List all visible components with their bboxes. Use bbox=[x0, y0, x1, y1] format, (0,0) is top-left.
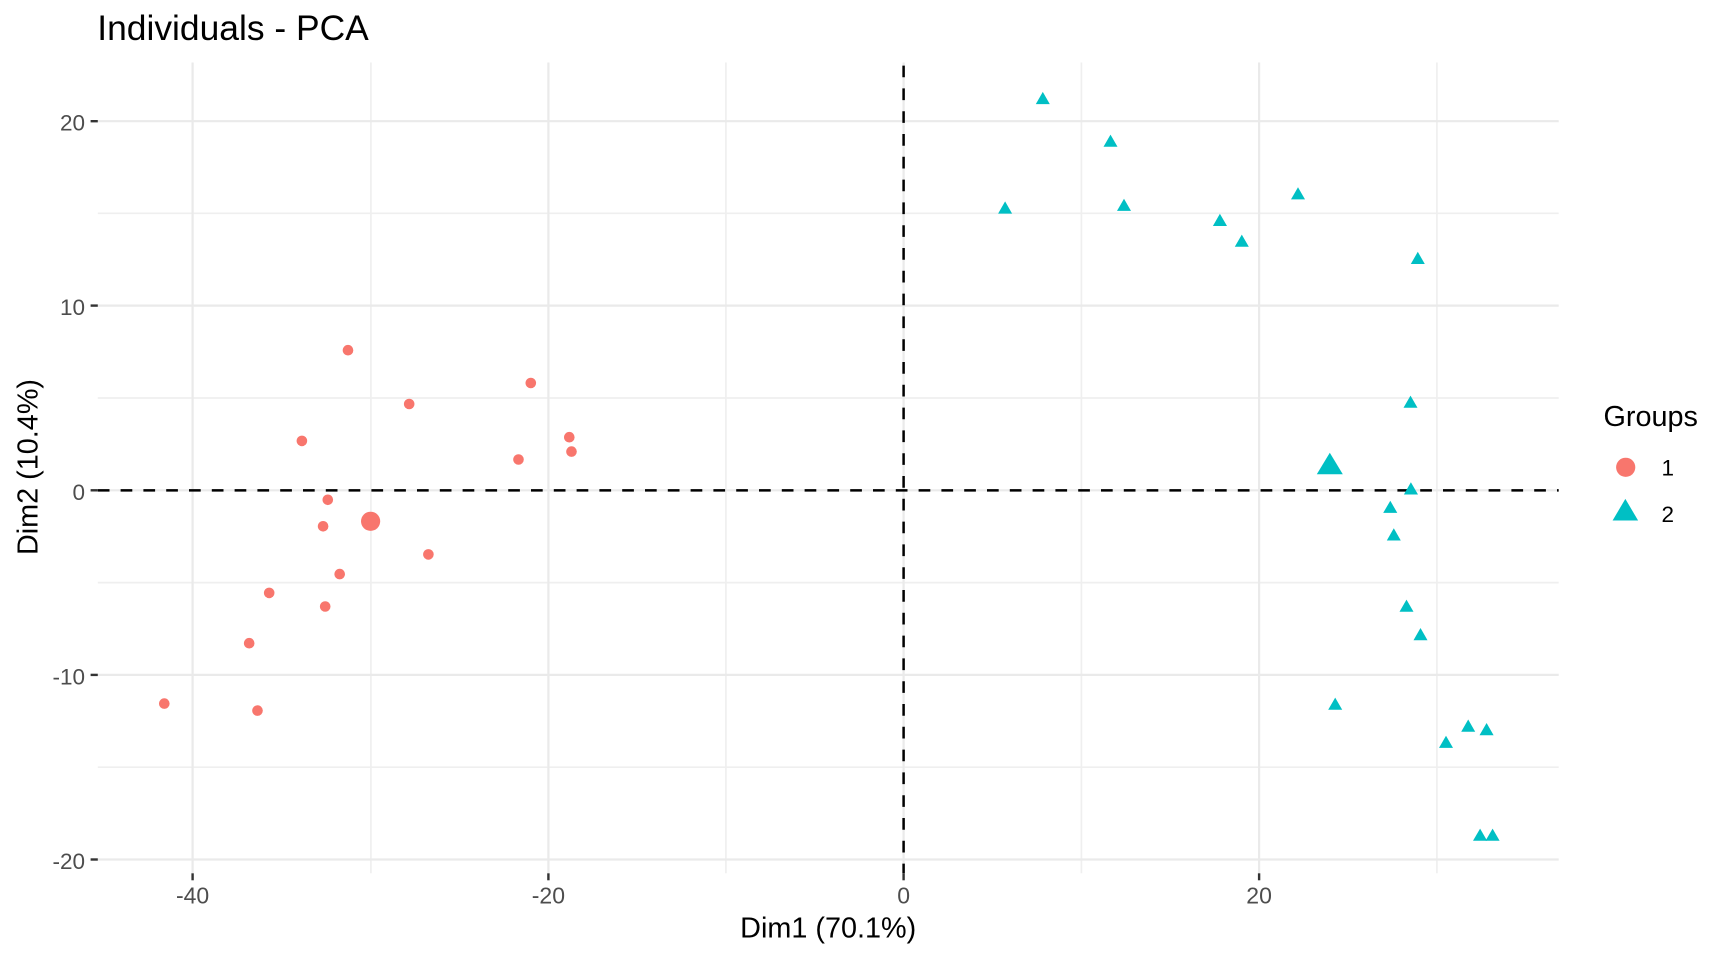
svg-text:1: 1 bbox=[1662, 456, 1675, 481]
svg-text:-20: -20 bbox=[532, 883, 565, 909]
svg-text:-40: -40 bbox=[176, 883, 209, 909]
svg-text:20: 20 bbox=[60, 111, 85, 136]
svg-text:Dim2 (10.4%): Dim2 (10.4%) bbox=[13, 379, 45, 555]
svg-text:20: 20 bbox=[1246, 883, 1272, 909]
svg-text:0: 0 bbox=[72, 480, 85, 505]
svg-text:Groups: Groups bbox=[1604, 401, 1698, 433]
svg-text:2: 2 bbox=[1662, 502, 1675, 527]
svg-text:-10: -10 bbox=[52, 664, 85, 689]
svg-text:-20: -20 bbox=[52, 849, 85, 874]
svg-text:0: 0 bbox=[897, 883, 910, 909]
svg-text:10: 10 bbox=[60, 295, 85, 320]
svg-text:Individuals - PCA: Individuals - PCA bbox=[97, 8, 369, 48]
svg-text:Dim1 (70.1%): Dim1 (70.1%) bbox=[740, 913, 916, 945]
